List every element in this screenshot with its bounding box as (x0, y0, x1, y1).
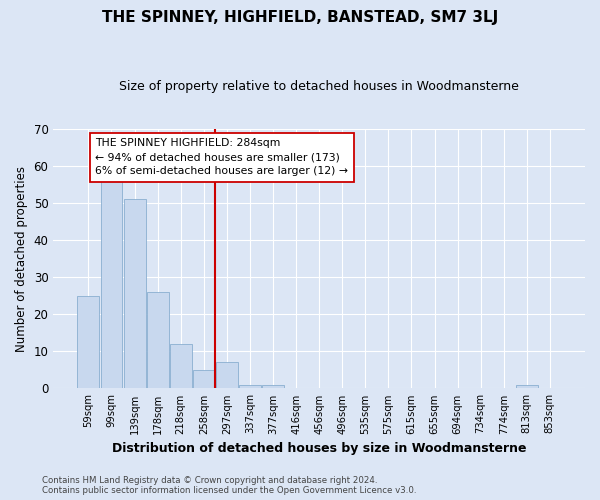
Bar (262, 384, 284, 388)
Title: Size of property relative to detached houses in Woodmansterne: Size of property relative to detached ho… (119, 80, 519, 93)
Bar (516, 384, 538, 388)
Bar (239, 384, 261, 388)
Bar (193, 370, 215, 388)
Text: THE SPINNEY, HIGHFIELD, BANSTEAD, SM7 3LJ: THE SPINNEY, HIGHFIELD, BANSTEAD, SM7 3L… (102, 10, 498, 25)
Text: Contains HM Land Registry data © Crown copyright and database right 2024.
Contai: Contains HM Land Registry data © Crown c… (42, 476, 416, 495)
Text: THE SPINNEY HIGHFIELD: 284sqm
← 94% of detached houses are smaller (173)
6% of s: THE SPINNEY HIGHFIELD: 284sqm ← 94% of d… (95, 138, 349, 176)
Bar (77, 296, 100, 388)
Bar (170, 344, 191, 389)
X-axis label: Distribution of detached houses by size in Woodmansterne: Distribution of detached houses by size … (112, 442, 526, 455)
Bar (101, 177, 122, 388)
Bar (124, 200, 146, 388)
Bar (146, 292, 169, 388)
Bar (216, 362, 238, 388)
Y-axis label: Number of detached properties: Number of detached properties (15, 166, 28, 352)
